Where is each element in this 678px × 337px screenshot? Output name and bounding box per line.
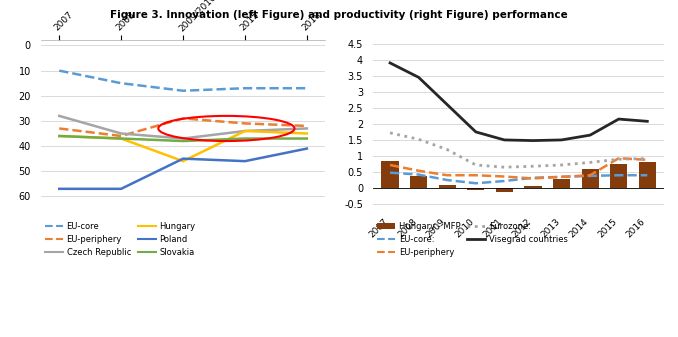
Bar [553,179,570,188]
Bar [410,176,427,188]
Bar [639,162,656,188]
Text: Figure 3. Innovation (left Figure) and productivity (right Figure) performance: Figure 3. Innovation (left Figure) and p… [110,10,568,20]
Bar [496,188,513,192]
Legend: EU-core, EU-periphery, Czech Republic, Hungary, Poland, Slovakia: EU-core, EU-periphery, Czech Republic, H… [45,221,195,257]
Bar [582,170,599,188]
Legend: Hungary - MFP, EU-core:, EU-periphery, Eurozone:, Visegrad countries: Hungary - MFP, EU-core:, EU-periphery, E… [377,221,567,257]
Bar [467,188,484,190]
Bar [524,186,542,188]
Bar [439,185,456,188]
Bar [382,161,399,188]
Bar [610,164,627,188]
